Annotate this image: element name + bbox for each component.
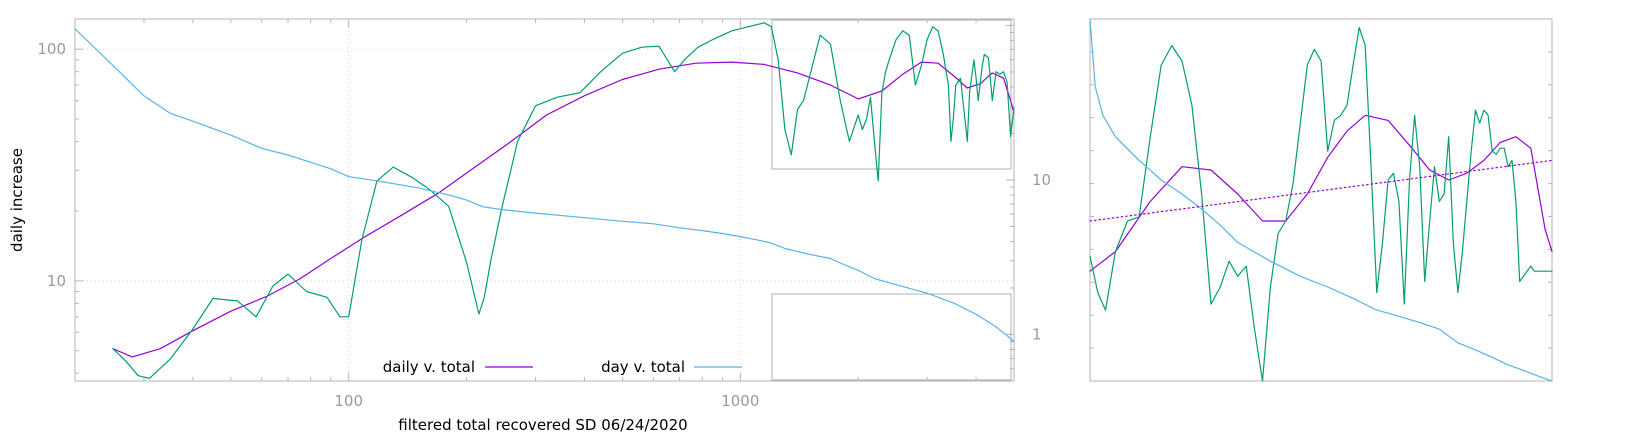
main-series <box>74 22 1015 379</box>
inset-daily-v-total-line <box>1089 114 1553 272</box>
y2-tick-label-1: 10 <box>1032 171 1051 189</box>
main-chart: 100 1000 10 100 1 10 daily increase filtered … <box>8 18 1051 434</box>
inset-chart <box>1089 18 1553 382</box>
x-tick-label-1: 1000 <box>721 392 759 410</box>
inset-day-v-total-line <box>1089 18 1553 382</box>
legend-label-day: day v. total <box>601 358 685 376</box>
day-v-total-line <box>74 28 1015 343</box>
main-ticks: 100 1000 10 100 1 10 <box>37 19 1051 410</box>
inset-daily-increase-line <box>1089 26 1553 382</box>
daily-increase-line <box>112 22 1015 379</box>
y-tick-label-1: 100 <box>37 40 66 58</box>
x-tick-label-0: 100 <box>334 392 363 410</box>
y2-tick-label-0: 1 <box>1032 325 1042 343</box>
inset-series <box>1089 18 1553 382</box>
inset-region-upper <box>771 19 1012 170</box>
y-tick-label-0: 10 <box>47 272 66 290</box>
inset-ticks <box>1090 18 1552 382</box>
daily-v-total-line <box>112 61 1015 358</box>
inset-trend-dotted-line <box>1089 159 1553 222</box>
inset-region-lower <box>771 293 1012 381</box>
y-axis-label: daily increase <box>8 148 26 252</box>
x-axis-label: filtered total recovered SD 06/24/2020 <box>398 416 687 434</box>
main-plot-frame <box>74 18 1015 382</box>
legend: daily v. total day v. total <box>383 358 742 376</box>
main-grid <box>75 19 1014 381</box>
inset-plot-frame <box>1089 18 1553 382</box>
legend-label-daily: daily v. total <box>383 358 475 376</box>
